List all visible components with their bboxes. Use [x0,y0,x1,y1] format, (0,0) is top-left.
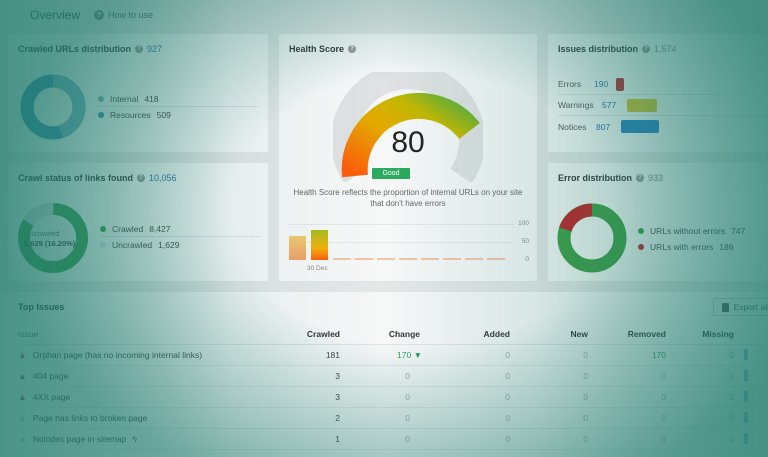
health-rating-badge: Good [372,168,410,179]
with-errors-dot-icon [638,244,644,250]
table-row[interactable]: ▲ 4XX page 3 0 0 0 0 0 [18,387,768,408]
warning-icon: ▲ [18,434,27,444]
sparkline-icon [744,432,748,444]
issues-row-warnings[interactable]: Warnings 577 [558,95,768,116]
errors-bar [616,77,624,91]
issue-link[interactable]: Noindex page in sitemap [32,434,127,444]
sparkline-icon [744,369,748,381]
card-title: Crawled URLs distribution ? 927 [18,44,163,54]
table-row[interactable]: ▲ Noindex page in sitemap ϟ 1 0 0 0 0 0 [18,429,768,450]
health-history-chart: 100 50 0 30 Dec [289,220,529,274]
col-issue[interactable]: Issue [18,329,39,339]
col-added[interactable]: Added [483,329,510,339]
info-icon[interactable]: ? [636,174,644,182]
issues-distribution-card: Issues distribution ? 1,574 Errors 190 W… [548,34,768,152]
table-row[interactable]: ▲ Orphan page (has no incoming internal l… [18,345,768,366]
issue-link[interactable]: Page has links to broken page [32,413,148,423]
how-to-use-label: How to use [108,10,154,20]
info-icon[interactable]: ? [137,174,146,182]
legend-item-internal[interactable]: Internal 418 [98,91,258,107]
warning-icon: ▲ [18,350,27,360]
top-issues-card: Top Issues Export all Issue Crawled Chan… [0,292,768,457]
crawled-dot-icon [100,225,106,232]
how-to-use-link[interactable]: ? How to use [94,10,153,20]
crawl-status-center-label: Uncrawled 1,629 (16.20%) [24,229,76,248]
card-count: 927 [147,44,163,54]
crawl-status-card: Crawl status of links found ? 10,056 Unc… [8,163,268,281]
health-score-description: Health Score reflects the proportion of … [293,188,523,208]
warning-icon: ▲ [18,392,27,402]
warning-icon: ▲ [18,413,27,423]
health-score-value: 80 [391,126,425,159]
sparkline-icon [744,411,748,423]
card-title: Crawl status of links found ? 10,056 [18,173,177,183]
internal-dot-icon [98,95,104,102]
down-arrow-icon: ▼ [413,350,422,360]
warnings-bar [627,98,657,112]
card-title: Error distribution ? 933 [558,173,664,183]
issue-link[interactable]: 404 page [32,371,69,381]
col-missing[interactable]: Missing [702,329,734,339]
sparkline-icon [744,390,748,402]
chart-date-label: 30 Dec [307,265,328,272]
col-crawled[interactable]: Crawled [306,329,340,339]
page-title: Overview [30,8,81,22]
page-header: Overview ? How to use [30,8,153,22]
uncrawled-dot-icon [100,242,106,248]
top-issues-title: Top Issues [18,302,65,312]
crawl-status-legend: Crawled 8,427 Uncrawled 1,629 [100,221,260,253]
export-all-button[interactable]: Export all [712,298,768,316]
issues-row-errors[interactable]: Errors 190 [558,74,768,95]
legend-item-crawled[interactable]: Crawled 8,427 [100,221,260,237]
card-count: 10,056 [149,173,177,183]
info-icon[interactable]: ? [642,45,651,53]
legend-item-with-errors[interactable]: URLs with errors 186 [638,239,768,255]
error-distribution-legend: URLs without errors 747 URLs with errors… [638,223,768,255]
info-icon[interactable]: ? [135,45,144,53]
table-row[interactable]: ▲ Page has links to broken page 2 0 0 0 0… [18,408,768,429]
lightning-icon: ϟ [132,434,137,444]
health-score-card: Health Score ? 80 Good Health Score refl… [279,34,537,281]
card-count: 933 [648,173,664,183]
card-title: Issues distribution ? 1,574 [558,44,677,54]
crawled-urls-donut-chart [20,74,86,140]
col-change[interactable]: Change [388,329,420,339]
legend-item-without-errors[interactable]: URLs without errors 747 [638,223,768,239]
issues-row-notices[interactable]: Notices 807 [558,116,768,137]
crawled-urls-legend: Internal 418 Resources 509 [98,91,258,123]
error-distribution-donut-chart [557,203,627,273]
col-new[interactable]: New [570,329,588,339]
info-icon[interactable]: ? [348,45,357,53]
legend-item-uncrawled[interactable]: Uncrawled 1,629 [100,237,260,253]
crawled-urls-card: Crawled URLs distribution ? 927 Internal… [8,34,268,152]
card-count: 1,574 [654,44,677,54]
help-icon: ? [94,10,105,20]
file-icon [721,302,729,312]
error-distribution-card: Error distribution ? 933 URLs without er… [548,163,768,281]
resources-dot-icon [98,112,104,118]
col-removed[interactable]: Removed [627,329,666,339]
table-header: Issue Crawled Change Added New Removed M… [18,324,768,345]
sparkline-icon [744,348,748,360]
card-title: Health Score ? [289,44,357,54]
legend-item-resources[interactable]: Resources 509 [98,107,258,123]
table-row[interactable]: ▲ 404 page 3 0 0 0 0 0 [18,366,768,387]
without-errors-dot-icon [638,228,644,234]
issue-link[interactable]: 4XX page [32,392,71,402]
issue-link[interactable]: Orphan page (has no incoming internal li… [32,350,203,360]
notices-bar [621,120,659,133]
warning-icon: ▲ [18,371,27,381]
